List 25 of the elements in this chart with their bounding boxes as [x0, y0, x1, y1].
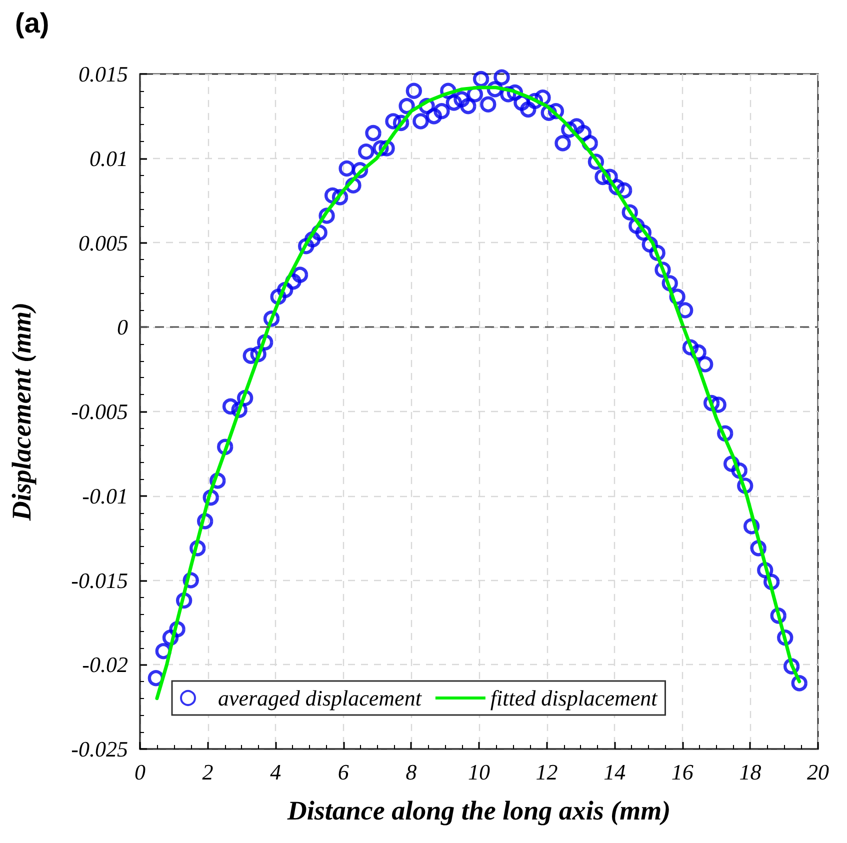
y-tick-label: -0.02 [82, 652, 128, 678]
x-tick-label: 4 [270, 760, 282, 784]
chart-title: (a) [15, 8, 50, 38]
y-tick-label: 0 [117, 314, 128, 340]
x-tick-label: 2 [202, 760, 214, 784]
x-tick-label: 14 [604, 760, 626, 784]
x-tick-label: 16 [671, 760, 694, 784]
legend-label: averaged displacement [218, 686, 422, 710]
x-tick-label: 12 [536, 760, 558, 784]
x-tick-label: 10 [468, 760, 490, 784]
x-tick-label: 18 [739, 760, 762, 784]
y-tick-label: 0.01 [90, 146, 128, 171]
x-tick-label: 8 [406, 760, 417, 784]
x-tick-label: 6 [338, 760, 349, 784]
y-axis-title: Displacement (mm) [6, 302, 36, 522]
x-tick-label: 0 [134, 760, 146, 784]
y-tick-label: -0.015 [71, 568, 128, 593]
y-tick-label: -0.01 [82, 483, 128, 508]
y-tick-label: -0.005 [71, 399, 128, 424]
y-tick-label: 0.015 [78, 62, 128, 86]
x-axis-title: Distance along the long axis (mm) [286, 796, 671, 826]
y-tick-label: -0.025 [71, 736, 128, 762]
y-tick-label: 0.005 [78, 230, 128, 256]
x-tick-label: 20 [807, 760, 829, 784]
legend-label: fitted displacement [490, 686, 658, 710]
